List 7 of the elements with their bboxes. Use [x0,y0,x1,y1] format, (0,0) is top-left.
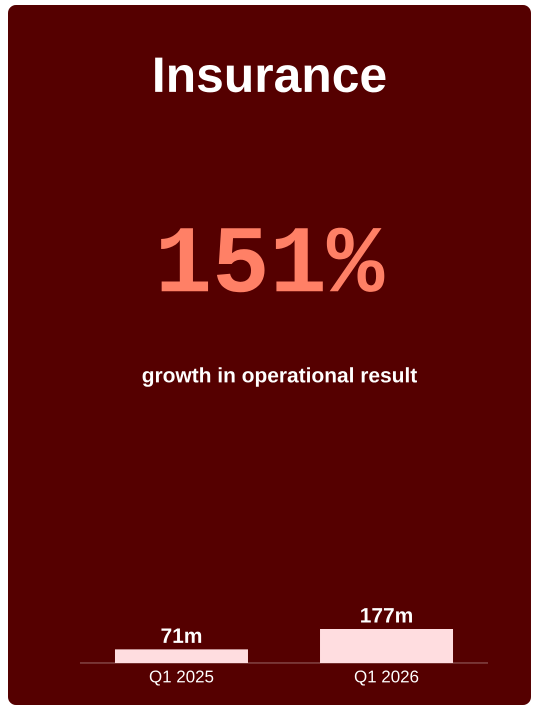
text: 151% [161,228,384,292]
chart-title: Insurance [155,58,386,92]
x-tick-label: Q1 2026 [354,670,418,686]
data-label: 71m [161,628,202,643]
text: growth in operational result [142,367,417,387]
x-tick-label: Q1 2025 [150,670,214,686]
data-label: 177m [361,608,412,622]
